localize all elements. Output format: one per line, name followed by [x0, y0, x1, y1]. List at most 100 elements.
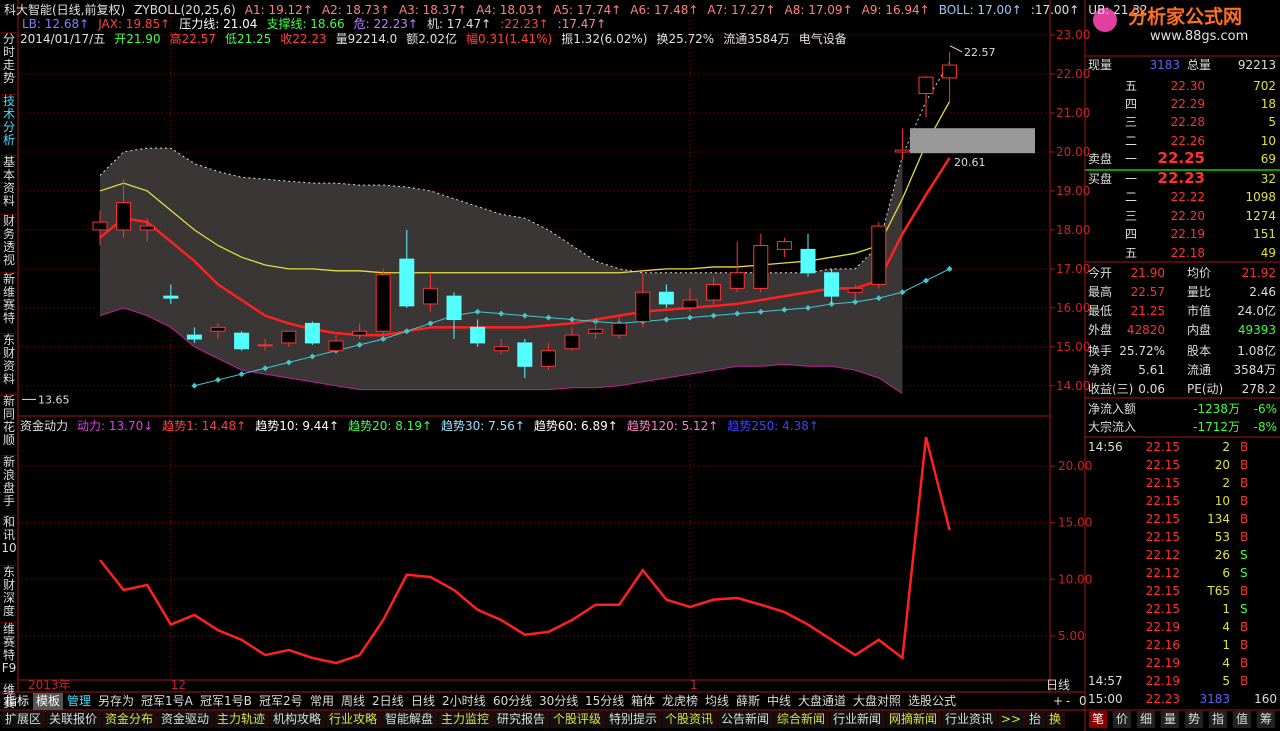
level: 三: [1125, 209, 1138, 223]
toolbar-button[interactable]: 30分线: [539, 694, 579, 708]
toolbar-button[interactable]: 冠军1号B: [200, 694, 252, 708]
candle-body: [942, 64, 958, 79]
trade-volume: 3183: [1199, 692, 1230, 706]
candle-body: [682, 299, 698, 309]
toolbar-button[interactable]: 选股公式: [908, 694, 957, 708]
y-tick-label: 15.00: [1058, 516, 1092, 530]
ma-marker: [663, 316, 670, 323]
sidebar-tab[interactable]: 基本资料: [1, 155, 17, 208]
price: 22.26: [1170, 134, 1205, 148]
ma-marker: [215, 376, 221, 383]
toolbar-button[interactable]: >>: [998, 711, 1026, 728]
header-item: A2: 18.73↑: [321, 3, 390, 17]
toolbar-button[interactable]: 网摘新闻: [886, 711, 942, 728]
toolbar-button[interactable]: 15分线: [585, 694, 625, 708]
toolbar-button[interactable]: 主力轨迹: [214, 711, 270, 728]
toolbar-button[interactable]: 行业新闻: [830, 711, 886, 728]
stat-value: 21.25: [1130, 304, 1165, 318]
toolbar-button[interactable]: 资金驱动: [158, 711, 214, 728]
price: 22.19: [1170, 227, 1205, 241]
header-item: 电气设备: [798, 32, 847, 46]
toolbar-button[interactable]: 换: [1046, 711, 1066, 728]
panel-tab[interactable]: 笔: [1089, 711, 1108, 728]
sidebar-tab[interactable]: 维赛: [1, 683, 17, 710]
toolbar-button[interactable]: 周线: [341, 694, 366, 708]
toolbar-button[interactable]: 机构攻略: [270, 711, 326, 728]
zoom-button[interactable]: 0: [1079, 694, 1087, 708]
toolbar-button[interactable]: 主力监控: [438, 711, 494, 728]
panel-tab[interactable]: 值: [1233, 711, 1252, 728]
toolbar-button[interactable]: 个股资讯: [662, 711, 718, 728]
toolbar-button[interactable]: 龙虎榜: [662, 694, 699, 708]
indicator-legend: 资金动力 动力: 13.70↓ 趋势1: 14.48↑ 趋势10: 9.44↑ 趋势20…: [20, 419, 819, 433]
toolbar-button[interactable]: 另存为: [98, 694, 135, 708]
toolbar-button[interactable]: 个股评级: [550, 711, 606, 728]
toolbar-button[interactable]: 中线: [767, 694, 792, 708]
sidebar-tab[interactable]: 技术分析: [1, 94, 17, 147]
candle-body: [470, 326, 486, 344]
stat-value: 0.06: [1138, 382, 1165, 396]
y-tick-label: 16.00: [1056, 301, 1090, 315]
toolbar-button[interactable]: 综合新闻: [774, 711, 830, 728]
trade-side: S: [1240, 602, 1248, 616]
toolbar-button[interactable]: 管理: [67, 694, 92, 708]
toolbar-button[interactable]: 大盘对照: [853, 694, 902, 708]
toolbar-button[interactable]: 资金分布: [102, 711, 158, 728]
panel-tab[interactable]: 价: [1113, 711, 1132, 728]
sidebar-tab[interactable]: 新浪盘手: [1, 455, 17, 508]
zoom-button[interactable]: -: [1066, 694, 1071, 708]
toolbar-button[interactable]: 行业资讯: [942, 711, 998, 728]
toolbar-button[interactable]: 2小时线: [442, 694, 486, 708]
indicator-line: [99, 436, 951, 665]
sidebar-tab[interactable]: 新同花顺: [1, 394, 17, 447]
toolbar-button[interactable]: 60分线: [493, 694, 533, 708]
stat-value: 278.2: [1241, 382, 1276, 396]
header-item: BOLL: 17.00↑: [938, 3, 1022, 17]
toolbar-button[interactable]: 指标: [5, 694, 30, 708]
stat-label: 今开: [1088, 266, 1113, 280]
sidebar-tab[interactable]: 维赛特F9: [1, 622, 17, 675]
header-item: ZYBOLL(20,25,6): [134, 3, 236, 17]
stat-label: 股本: [1187, 344, 1212, 358]
toolbar-button[interactable]: 2日线: [372, 694, 404, 708]
panel-tab[interactable]: 筹: [1257, 711, 1276, 728]
volume: 702: [1253, 79, 1276, 93]
toolbar-button[interactable]: 智能解盘: [382, 711, 438, 728]
toolbar-button[interactable]: 研究报告: [494, 711, 550, 728]
sidebar-tab[interactable]: 新维赛特: [1, 272, 17, 325]
sidebar-tab[interactable]: 分时走势: [1, 32, 17, 85]
toolbar-button[interactable]: 日线: [411, 694, 436, 708]
volume: 1274: [1245, 209, 1276, 223]
ma-marker: [427, 320, 434, 327]
volume: 49: [1260, 246, 1276, 260]
panel-tab[interactable]: 势: [1185, 711, 1204, 728]
panel-tab[interactable]: 细: [1137, 711, 1156, 728]
toolbar-button[interactable]: 冠军1号A: [141, 694, 193, 708]
sidebar-tab[interactable]: 和讯10: [1, 515, 17, 555]
toolbar-button[interactable]: 冠军2号: [259, 694, 303, 708]
toolbar-button[interactable]: 薛斯: [736, 694, 761, 708]
toolbar-button[interactable]: 均线: [705, 694, 730, 708]
toolbar-button[interactable]: 抬: [1026, 711, 1046, 728]
sidebar-tab[interactable]: 东财深度: [1, 565, 17, 618]
panel-tab[interactable]: 指: [1209, 711, 1228, 728]
stat-label: 收益(三): [1088, 382, 1134, 396]
trade-price: 22.19: [1145, 620, 1180, 634]
toolbar-button[interactable]: 常用: [310, 694, 335, 708]
sidebar-tab[interactable]: 财务透视: [1, 214, 17, 267]
zoom-button[interactable]: +: [1053, 694, 1064, 708]
toolbar-button[interactable]: 箱体: [631, 694, 656, 708]
sidebar-tab[interactable]: 东财资料: [1, 333, 17, 386]
toolbar-button[interactable]: 模板: [33, 693, 64, 710]
toolbar-button[interactable]: 行业攻略: [326, 711, 382, 728]
toolbar-button[interactable]: 关联报价: [46, 711, 102, 728]
panel-tab[interactable]: 量: [1161, 711, 1180, 728]
toolbar-button[interactable]: 扩展区: [2, 711, 46, 728]
candle-body: [257, 344, 273, 347]
trade-price: 22.16: [1145, 638, 1180, 652]
toolbar-button[interactable]: 特别提示: [606, 711, 662, 728]
toolbar-button[interactable]: 公告新闻: [718, 711, 774, 728]
toolbar-button[interactable]: 大盘通道: [798, 694, 847, 708]
